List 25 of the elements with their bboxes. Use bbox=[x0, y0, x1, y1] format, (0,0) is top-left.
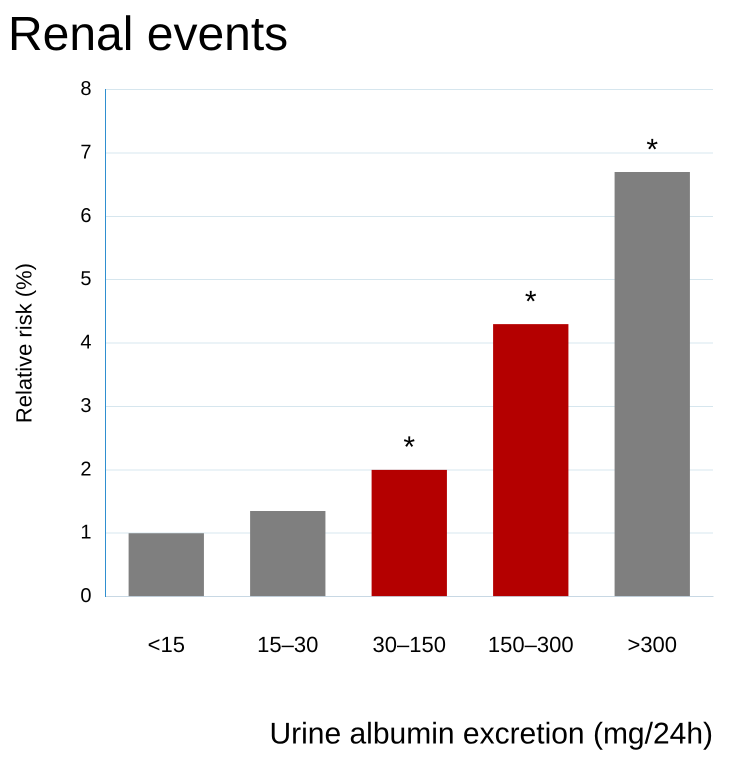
x-tick-label: 15–30 bbox=[257, 632, 318, 657]
x-tick-label: <15 bbox=[148, 632, 185, 657]
y-tick-label: 6 bbox=[80, 204, 92, 227]
bar bbox=[372, 470, 447, 596]
chart-title: Renal events bbox=[8, 8, 288, 62]
x-axis-title: Urine albumin excretion (mg/24h) bbox=[269, 717, 713, 750]
y-tick-label: 7 bbox=[80, 141, 92, 164]
y-tick-label: 5 bbox=[80, 268, 92, 290]
bar bbox=[250, 511, 326, 596]
y-tick-label: 1 bbox=[80, 522, 92, 544]
annotation: * bbox=[646, 133, 658, 166]
x-tick-label: 30–150 bbox=[372, 632, 446, 657]
y-axis-title: Relative risk (%) bbox=[11, 263, 36, 424]
x-tick-label: 150–300 bbox=[488, 632, 574, 657]
bar bbox=[128, 533, 204, 596]
x-tick-label: >300 bbox=[627, 632, 678, 657]
annotation: * bbox=[524, 285, 537, 318]
bar bbox=[493, 324, 568, 596]
y-tick-label: 4 bbox=[80, 332, 92, 354]
y-tick-label: 0 bbox=[80, 585, 92, 608]
y-tick-label: 3 bbox=[80, 394, 92, 417]
bar bbox=[614, 172, 690, 596]
y-tick-label: 2 bbox=[80, 458, 92, 480]
y-tick-label: 8 bbox=[80, 78, 92, 100]
annotation: * bbox=[403, 431, 416, 464]
